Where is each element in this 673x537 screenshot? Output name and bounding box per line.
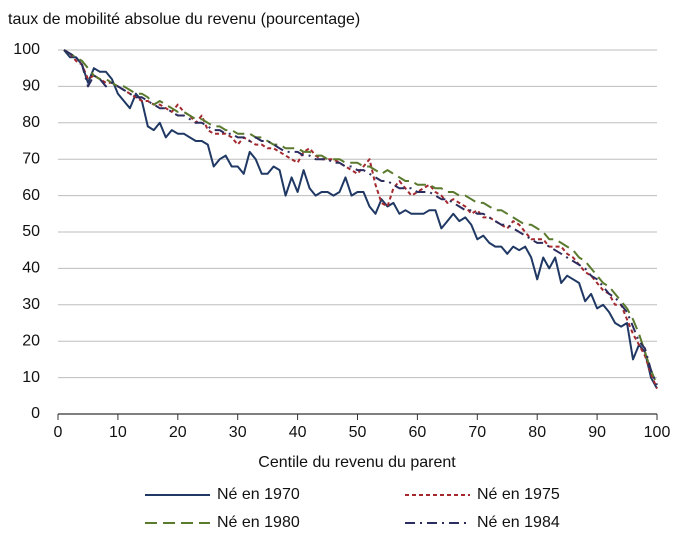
x-tick-label: 30: [229, 424, 247, 441]
series-line: [63, 49, 658, 386]
x-tick-label: 100: [644, 424, 671, 441]
y-tick-label: 20: [22, 332, 40, 349]
series-line: [63, 49, 658, 389]
y-tick-label: 30: [22, 296, 40, 313]
x-tick-label: 80: [528, 424, 546, 441]
y-tick-label: 100: [13, 41, 40, 58]
x-axis-label: Centile du revenu du parent: [258, 454, 456, 471]
y-tick-label: 0: [31, 405, 40, 422]
x-tick-label: 40: [289, 424, 307, 441]
y-axis-label: taux de mobilité absolue du revenu (pour…: [8, 11, 360, 28]
series-line: [63, 49, 658, 386]
y-tick-label: 60: [22, 187, 40, 204]
x-tick-label: 10: [109, 424, 127, 441]
legend-label: Né en 1970: [217, 486, 300, 503]
legend-label: Né en 1975: [477, 486, 560, 503]
x-tick-label: 0: [54, 424, 63, 441]
y-tick-label: 50: [22, 223, 40, 240]
legend-label: Né en 1984: [477, 514, 560, 531]
series-line: [63, 49, 658, 389]
x-tick-label: 50: [349, 424, 367, 441]
y-tick-label: 40: [22, 260, 40, 277]
x-tick-label: 60: [409, 424, 427, 441]
y-tick-label: 90: [22, 78, 40, 95]
y-tick-label: 80: [22, 114, 40, 131]
y-tick-label: 10: [22, 369, 40, 386]
legend-label: Né en 1980: [217, 514, 300, 531]
x-tick-label: 70: [468, 424, 486, 441]
x-tick-label: 90: [588, 424, 606, 441]
y-tick-label: 70: [22, 150, 40, 167]
x-tick-label: 20: [169, 424, 187, 441]
